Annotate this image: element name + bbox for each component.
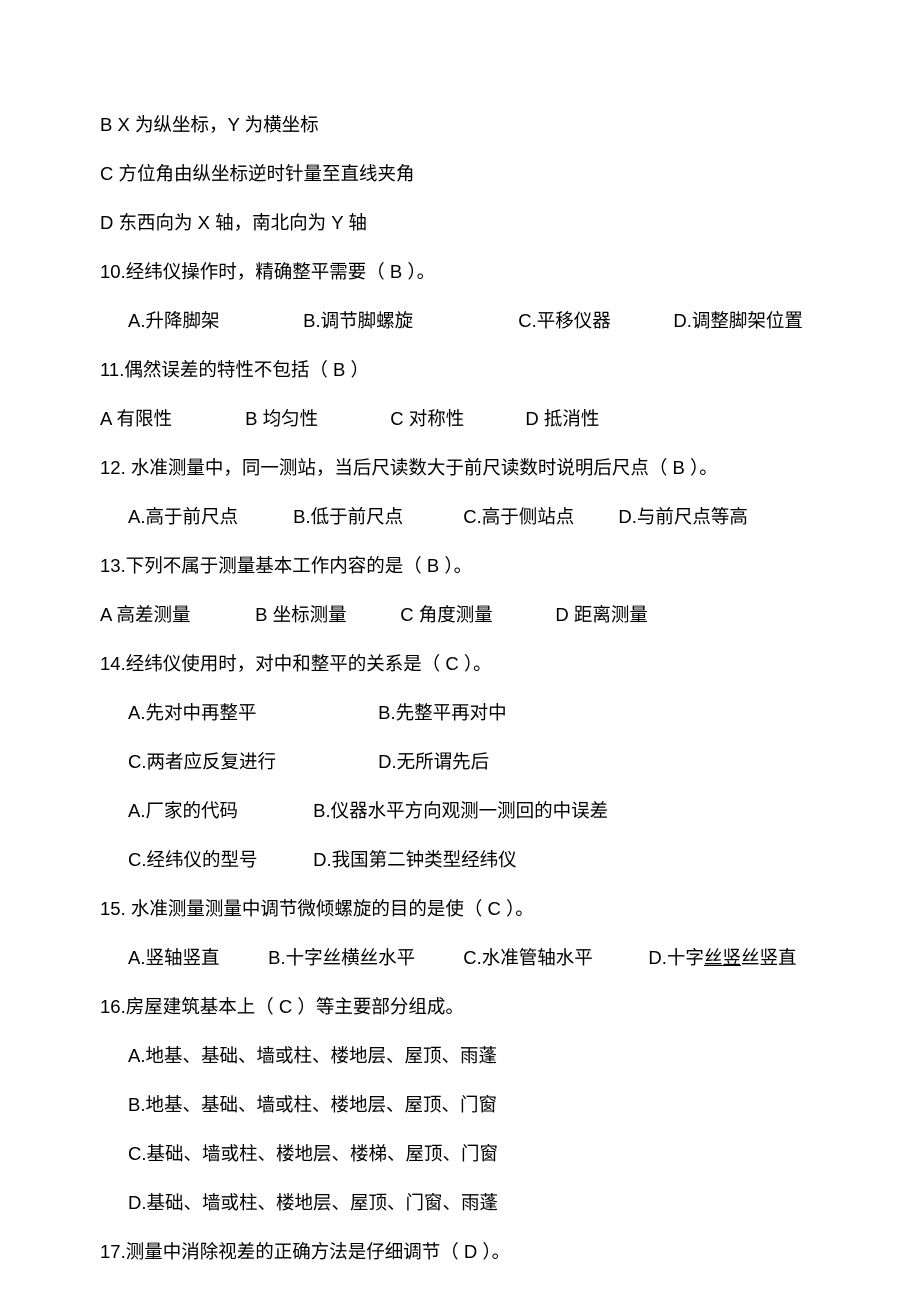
q10-opt-d: D.调整脚架位置: [673, 312, 803, 331]
q13-opt-a: A 高差测量: [100, 606, 250, 625]
question-11-options: A 有限性 B 均匀性 C 对称性 D 抵消性: [100, 410, 820, 429]
question-14: 14.经纬仪使用时，对中和整平的关系是（ C ）。: [100, 655, 820, 674]
q13-opt-b: B 坐标测量: [255, 606, 395, 625]
extra-opt-c: C.经纬仪的型号: [128, 851, 308, 870]
question-12: 12. 水准测量中，同一测站，当后尺读数大于前尺读数时说明后尺点（ B ）。: [100, 459, 820, 478]
q14-opt-a: A.先对中再整平: [128, 704, 373, 723]
question-14-options-row1: A.先对中再整平 B.先整平再对中: [100, 704, 820, 723]
q14-opt-b: B.先整平再对中: [378, 704, 506, 723]
extra-opt-a: A.厂家的代码: [128, 802, 308, 821]
extra-opt-b: B.仪器水平方向观测一测回的中误差: [313, 802, 608, 821]
extra-options-row2: C.经纬仪的型号 D.我国第二钟类型经纬仪: [100, 851, 820, 870]
q13-opt-d: D 距离测量: [555, 606, 648, 625]
q12-opt-a: A.高于前尺点: [128, 508, 288, 527]
q16-opt-a: A.地基、基础、墙或柱、楼地层、屋顶、雨蓬: [100, 1047, 820, 1066]
q11-opt-a: A 有限性: [100, 410, 240, 429]
q12-opt-c: C.高于侧站点: [463, 508, 613, 527]
option-b-text: B X 为纵坐标，Y 为横坐标: [100, 116, 820, 135]
q15-opt-d: D.十字丝竖丝竖直: [648, 949, 796, 968]
question-10-options: A.升降脚架 B.调节脚螺旋 C.平移仪器 D.调整脚架位置: [100, 312, 820, 331]
q10-opt-b: B.调节脚螺旋: [303, 312, 513, 331]
q15-opt-c: C.水准管轴水平: [463, 949, 643, 968]
q13-opt-c: C 角度测量: [400, 606, 550, 625]
q14-opt-d: D.无所谓先后: [378, 753, 489, 772]
q16-opt-b: B.地基、基础、墙或柱、楼地层、屋顶、门窗: [100, 1096, 820, 1115]
q14-opt-c: C.两者应反复进行: [128, 753, 373, 772]
question-13-options: A 高差测量 B 坐标测量 C 角度测量 D 距离测量: [100, 606, 820, 625]
q11-opt-b: B 均匀性: [245, 410, 385, 429]
q10-opt-c: C.平移仪器: [518, 312, 668, 331]
question-16: 16.房屋建筑基本上（ C ）等主要部分组成。: [100, 998, 820, 1017]
q15-d-pre: D.十字: [648, 947, 704, 968]
q10-opt-a: A.升降脚架: [128, 312, 298, 331]
q11-opt-c: C 对称性: [390, 410, 520, 429]
document-page: B X 为纵坐标，Y 为横坐标 C 方位角由纵坐标逆时针量至直线夹角 D 东西向…: [0, 0, 920, 1302]
extra-options-row1: A.厂家的代码 B.仪器水平方向观测一测回的中误差: [100, 802, 820, 821]
q12-opt-d: D.与前尺点等高: [618, 508, 748, 527]
q15-d-post: 丝竖直: [741, 947, 797, 968]
q12-opt-b: B.低于前尺点: [293, 508, 458, 527]
q16-opt-d: D.基础、墙或柱、楼地层、屋顶、门窗、雨蓬: [100, 1194, 820, 1213]
question-13: 13.下列不属于测量基本工作内容的是（ B ）。: [100, 557, 820, 576]
option-c-text: C 方位角由纵坐标逆时针量至直线夹角: [100, 165, 820, 184]
q11-opt-d: D 抵消性: [525, 410, 599, 429]
question-15-options: A.竖轴竖直 B.十字丝横丝水平 C.水准管轴水平 D.十字丝竖丝竖直: [100, 949, 820, 968]
question-15: 15. 水准测量测量中调节微倾螺旋的目的是使（ C ）。: [100, 900, 820, 919]
question-12-options: A.高于前尺点 B.低于前尺点 C.高于侧站点 D.与前尺点等高: [100, 508, 820, 527]
question-14-options-row2: C.两者应反复进行 D.无所谓先后: [100, 753, 820, 772]
q16-opt-c: C.基础、墙或柱、楼地层、楼梯、屋顶、门窗: [100, 1145, 820, 1164]
question-10: 10.经纬仪操作时，精确整平需要（ B ）。: [100, 263, 820, 282]
q15-opt-a: A.竖轴竖直: [128, 949, 263, 968]
q15-d-underline: 丝竖: [704, 947, 741, 968]
question-17: 17.测量中消除视差的正确方法是仔细调节（ D ）。: [100, 1243, 820, 1262]
question-11: 11.偶然误差的特性不包括（ B ）: [100, 361, 820, 380]
extra-opt-d: D.我国第二钟类型经纬仪: [313, 851, 517, 870]
q15-opt-b: B.十字丝横丝水平: [268, 949, 458, 968]
option-d-text: D 东西向为 X 轴，南北向为 Y 轴: [100, 214, 820, 233]
